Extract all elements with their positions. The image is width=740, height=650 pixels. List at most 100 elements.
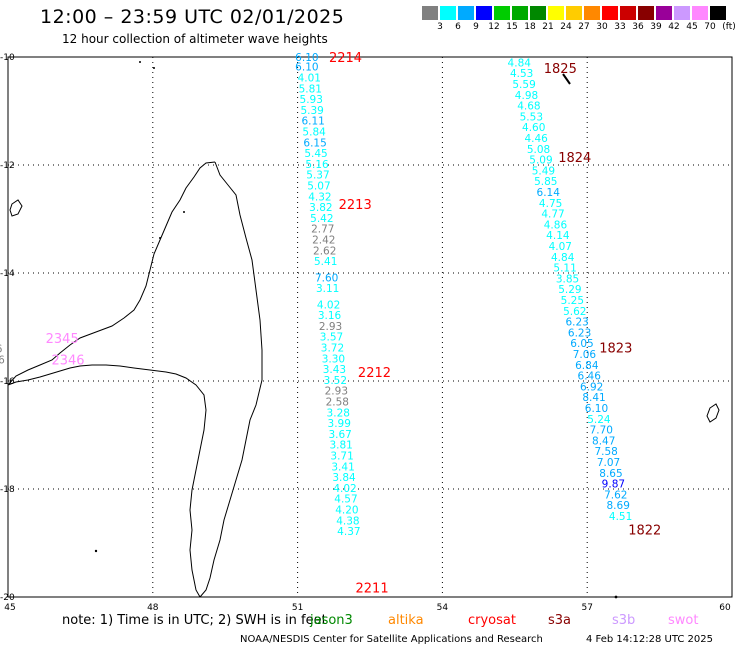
swh-value: 5.16 xyxy=(305,159,329,171)
colorbar-label: 45 xyxy=(686,22,698,32)
swh-value: 3.71 xyxy=(330,451,353,463)
swh-value: 4.68 xyxy=(517,101,540,113)
lon-tick-label: 45 xyxy=(4,603,15,613)
swh-value: 4.07 xyxy=(549,241,572,253)
swh-value: 6.92 xyxy=(580,381,603,393)
swh-value: 2.66 xyxy=(0,344,3,356)
colorbar-swatch xyxy=(458,6,474,20)
swh-value: 4.84 xyxy=(508,57,532,69)
swh-value: 3.72 xyxy=(321,343,344,355)
swh-value: 3.82 xyxy=(309,202,332,214)
swh-value: 3.84 xyxy=(332,472,356,484)
islet-dot xyxy=(614,595,618,599)
colorbar-swatch xyxy=(548,6,564,20)
legend-s3b: s3b xyxy=(612,613,636,628)
colorbar-label: 3 xyxy=(437,22,443,32)
swh-value: 4.60 xyxy=(522,122,545,134)
swh-value: 4.14 xyxy=(546,230,570,242)
islet-dot xyxy=(153,67,155,69)
swh-value: 3.99 xyxy=(328,418,351,430)
pass-label: 2212 xyxy=(358,366,391,381)
swh-value: 5.08 xyxy=(527,144,550,156)
swh-value: 3.28 xyxy=(327,407,350,419)
swh-value: 4.02 xyxy=(333,483,356,495)
colorbar-unit: (ft) xyxy=(722,22,736,32)
axis-ticks: 45 48 51 54 57 60 -10 -12 -14 -16 -18 -20 xyxy=(0,53,731,613)
swh-value: 3.85 xyxy=(556,273,579,285)
swh-value: 5.53 xyxy=(520,111,543,123)
swh-value: 3.52 xyxy=(324,375,347,387)
pass-label: 1825 xyxy=(544,62,577,77)
swh-value: 7.60 xyxy=(315,272,338,284)
swh-value: 7.07 xyxy=(597,457,620,469)
colorbar-swatch xyxy=(602,6,618,20)
swh-value: 5.41 xyxy=(314,256,337,268)
pass-label: 2213 xyxy=(339,198,372,213)
swh-value: 2.93 xyxy=(319,321,342,333)
colorbar-swatch xyxy=(422,6,438,20)
swh-value: 7.70 xyxy=(590,425,613,437)
swh-value: 5.84 xyxy=(302,127,326,139)
colorbar-swatch xyxy=(710,6,726,20)
swh-value: 5.11 xyxy=(553,263,576,275)
swot-track: 2.453.002.662.06 xyxy=(0,333,5,367)
colorbar-label: 30 xyxy=(596,22,608,32)
islet-dot xyxy=(94,549,98,553)
swh-value: 3.30 xyxy=(322,353,345,365)
swh-value: 2.77 xyxy=(311,224,334,236)
legend-altika: altika xyxy=(388,613,424,628)
pass-label: 2211 xyxy=(356,581,389,596)
swh-value: 3.41 xyxy=(331,461,354,473)
legend-jason3: jason3 xyxy=(310,613,353,628)
pass-label: 2214 xyxy=(329,51,362,66)
colorbar-label: 6 xyxy=(455,22,461,32)
swh-value: 4.75 xyxy=(539,198,562,210)
swh-value: 5.85 xyxy=(534,176,557,188)
swh-value: 5.25 xyxy=(561,295,584,307)
swh-value: 8.41 xyxy=(582,392,605,404)
legend-s3a: s3a xyxy=(548,613,572,628)
swh-value: 4.01 xyxy=(298,73,321,85)
swh-value: 2.62 xyxy=(313,245,336,257)
timestamp: 4 Feb 14:12:28 UTC 2025 xyxy=(586,634,713,645)
lat-tick-label: -14 xyxy=(0,269,15,279)
colorbar-swatch xyxy=(584,6,600,20)
swh-value: 6.23 xyxy=(565,317,588,329)
swh-value: 6.10 xyxy=(295,52,318,64)
swh-value: 5.59 xyxy=(512,79,535,91)
colorbar-swatch xyxy=(494,6,510,20)
pass-labels: 2214 2213 2212 2211 1825 1824 1823 1822 2345 2346 xyxy=(46,51,662,596)
colorbar-label: 15 xyxy=(506,22,518,32)
footnote: note: 1) Time is in UTC; 2) SWH is in fe… xyxy=(62,613,327,628)
credit-line: NOAA/NESDIS Center for Satellite Applica… xyxy=(240,634,543,645)
colorbar-swatch xyxy=(620,6,636,20)
madagascar-coast xyxy=(7,161,263,598)
altimeter-tracks: 6.106.104.015.815.935.396.115.846.155.45… xyxy=(0,52,632,538)
swh-value: 4.98 xyxy=(515,90,538,102)
lat-tick-label: -20 xyxy=(0,593,15,603)
colorbar-swatch xyxy=(566,6,582,20)
map-subtitle: 12 hour collection of altimeter wave hei… xyxy=(62,32,328,46)
swh-value: 4.20 xyxy=(335,505,358,517)
colorbar-label: 24 xyxy=(560,22,572,32)
swh-value: 5.49 xyxy=(532,165,555,177)
lat-tick-label: -16 xyxy=(0,377,15,387)
colorbar-swatch xyxy=(512,6,528,20)
swh-value: 6.84 xyxy=(575,360,599,372)
mauritius-coast xyxy=(706,403,720,423)
colorbar-label: 9 xyxy=(473,22,479,32)
islet-dot xyxy=(159,237,161,239)
islet-dot xyxy=(183,211,185,213)
swh-value: 5.24 xyxy=(587,414,611,426)
swh-value: 4.37 xyxy=(337,526,360,538)
swh-value: 3.67 xyxy=(328,429,351,441)
colorbar-swatch xyxy=(638,6,654,20)
swh-value: 4.46 xyxy=(524,133,548,145)
swh-value: 7.58 xyxy=(594,446,617,458)
colorbar-swatch xyxy=(674,6,690,20)
swh-value: 4.51 xyxy=(609,511,632,523)
pass-label: 1822 xyxy=(628,524,661,539)
colorbar-label: 42 xyxy=(668,22,680,32)
lat-tick-label: -10 xyxy=(0,53,15,63)
